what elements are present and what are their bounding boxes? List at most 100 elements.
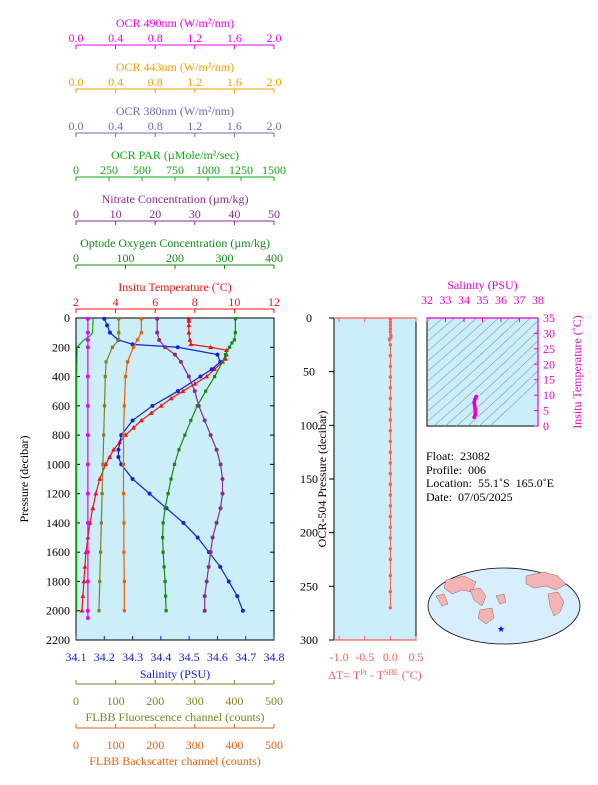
top-axis-ocr380: 0.0 0.4 0.8 1.2 1.6 2.0 OCR 380nm (W/m²/nm): [69, 104, 282, 137]
axis-tick-label: 12: [268, 295, 280, 309]
data-point: [102, 433, 106, 437]
map-landmasses: [435, 571, 567, 625]
axis-tick-label: 1.6: [227, 119, 242, 133]
data-point: [157, 337, 162, 342]
location-text: Location: 55.1˚S 165.0˚E: [426, 476, 554, 490]
data-point: [148, 410, 154, 415]
data-point: [472, 401, 476, 405]
axis-tick-label: 200: [300, 526, 318, 540]
axis-tick-label: -1.0: [330, 650, 349, 664]
axis-tick-label: 1.2: [187, 31, 202, 45]
series-line: [76, 318, 94, 611]
axis-tick-label: 4: [113, 295, 119, 309]
data-point: [104, 360, 108, 364]
data-point: [233, 331, 237, 335]
data-point: [122, 579, 126, 584]
data-point: [135, 338, 139, 342]
float-info-panel: Float: 23082 Profile: 006 Location: 55.1…: [426, 449, 554, 504]
data-point: [139, 331, 143, 335]
axis-tick-label: 0.8: [148, 119, 163, 133]
density-contour: [427, 318, 531, 413]
axis-tick-label: 100: [300, 418, 318, 432]
data-point: [210, 535, 215, 540]
axis-title: FLBB Backscatter channel (counts): [89, 754, 261, 768]
axis-tick-label: 40: [228, 207, 240, 221]
data-point: [186, 330, 192, 335]
data-point: [175, 345, 180, 350]
axis-tick-label: 33: [440, 293, 452, 307]
axis-tick-label: 34.3: [122, 650, 143, 664]
axis-tick-label: 36: [495, 293, 507, 307]
data-point: [235, 594, 240, 599]
data-point: [158, 403, 164, 408]
axis-tick-label: 32: [421, 293, 433, 307]
axis-tick-label: 20: [543, 357, 555, 371]
axis-tick-label: 0.4: [108, 75, 123, 89]
axis-tick-label: 2000: [46, 604, 70, 618]
series-ocr490: [85, 316, 90, 621]
data-point: [122, 521, 126, 525]
data-point: [388, 317, 393, 321]
axis-tick-label: 8: [192, 295, 198, 309]
density-contour: [427, 318, 455, 343]
data-point: [223, 352, 228, 357]
axis-title: Nitrate Concentration (µm/kg): [102, 192, 249, 206]
data-point: [122, 550, 126, 554]
axis-tick-label: 0: [73, 738, 79, 752]
data-point: [163, 579, 167, 584]
data-point: [188, 341, 194, 347]
density-contour: [489, 380, 538, 426]
data-point: [172, 462, 177, 466]
axis-tick-label: 2200: [46, 633, 70, 647]
data-point: [110, 345, 115, 349]
data-point: [220, 491, 225, 496]
density-contour: [427, 318, 444, 333]
axis-tick-label: 0.4: [108, 119, 123, 133]
data-point: [202, 594, 207, 599]
data-point: [85, 330, 90, 335]
axis-title: FLBB Fluorescence channel (counts): [86, 710, 265, 724]
data-point: [101, 462, 105, 466]
data-point: [202, 418, 207, 423]
data-point: [139, 317, 143, 321]
axis-title: Salinity (PSU): [140, 667, 210, 681]
axis-tick-label: 400: [52, 370, 70, 384]
data-point: [79, 608, 85, 613]
axis-tick-label: 34.2: [94, 650, 115, 664]
axis-tick-label: 300: [186, 694, 204, 708]
data-point: [163, 506, 167, 510]
axis-tick-label: 200: [52, 340, 70, 354]
axis-tick-label: 600: [52, 399, 70, 413]
axis-tick-label: 0.0: [383, 650, 398, 664]
data-point: [177, 448, 181, 452]
data-point: [208, 433, 213, 438]
data-point: [102, 404, 107, 408]
top-axis-temp: 2 4 6 8 10 12 Insitu Temperature (˚C): [73, 280, 280, 313]
axis-tick-label: 0.0: [69, 119, 84, 133]
axis-tick-label: 200: [146, 738, 164, 752]
axis-tick-label: 400: [265, 251, 283, 265]
axis-tick-label: 150: [300, 472, 318, 486]
axis-tick-label: 1.2: [187, 75, 202, 89]
axis-tick-label: 10: [228, 295, 240, 309]
density-contour: [427, 318, 510, 393]
data-point: [85, 520, 90, 525]
axis-tick-label: 30: [543, 326, 555, 340]
data-point: [147, 491, 152, 496]
data-point: [227, 345, 232, 349]
data-point: [232, 338, 236, 342]
axis-tick-label: 34.6: [207, 650, 228, 664]
data-point: [85, 491, 90, 496]
data-point: [122, 404, 126, 408]
axis-tick-label: 50: [303, 365, 315, 379]
data-point: [117, 338, 121, 342]
ts-diagram-panel: [426, 317, 539, 427]
density-contour: [427, 318, 500, 383]
label-part: - T: [367, 668, 385, 682]
data-point: [150, 403, 155, 408]
data-point: [102, 316, 107, 321]
axis-tick-label: 10: [543, 388, 555, 402]
series-nitrate: [155, 316, 225, 613]
data-point: [474, 394, 479, 399]
